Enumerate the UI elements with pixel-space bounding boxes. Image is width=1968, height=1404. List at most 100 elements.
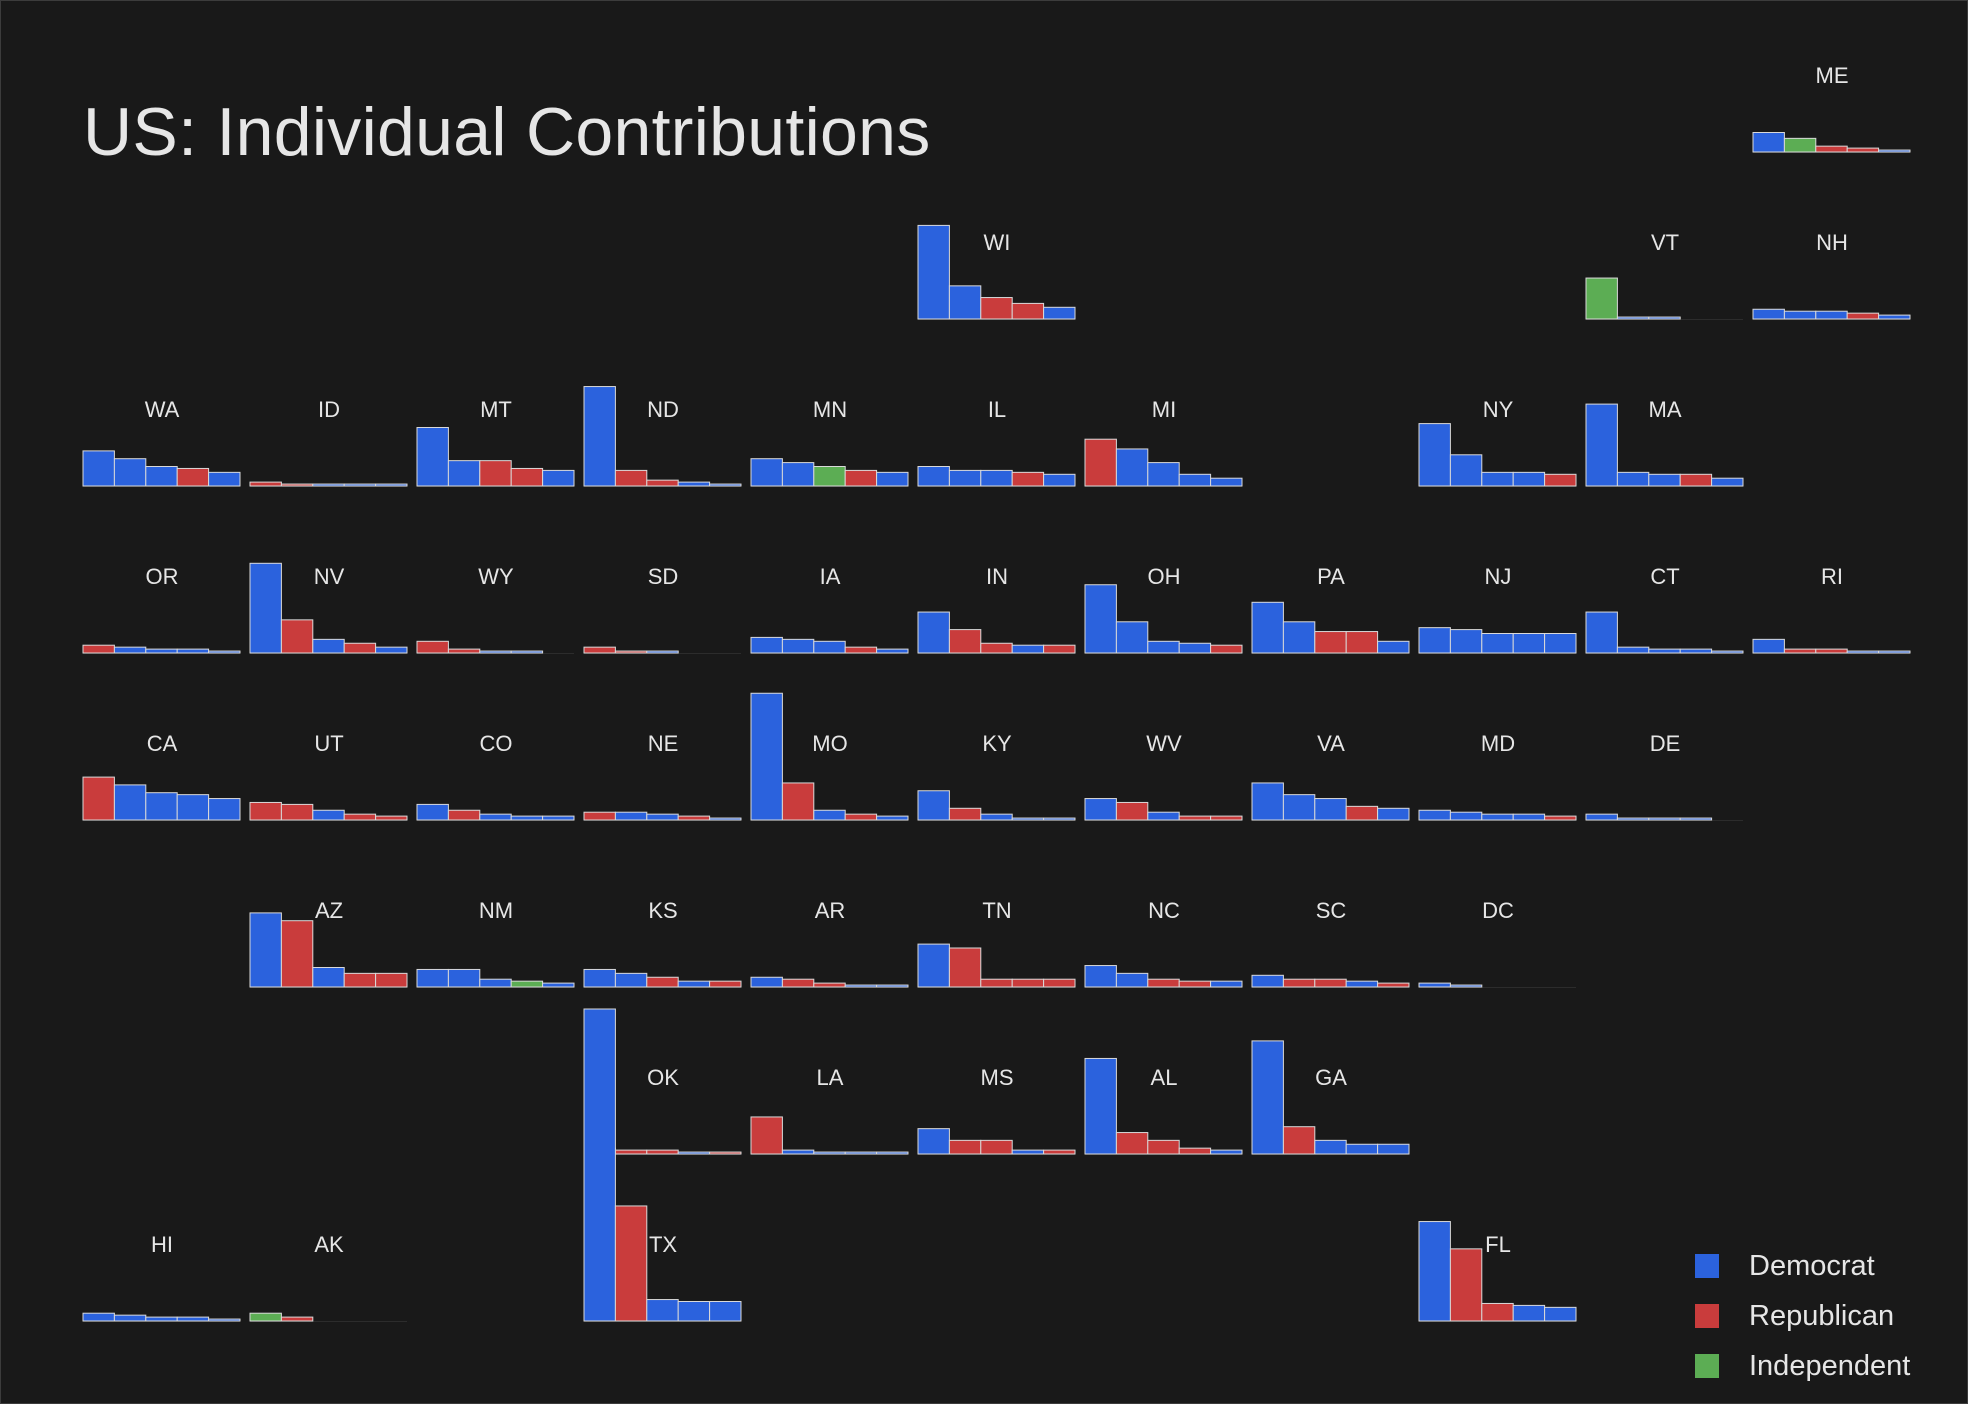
bar-ut-2 — [280, 803, 314, 821]
state-co: CO — [416, 731, 575, 821]
bar-il-1 — [917, 466, 950, 487]
bar-ar-2 — [781, 978, 815, 988]
bar-hi-4 — [176, 1316, 210, 1322]
state-label-nv: NV — [314, 564, 345, 589]
bar-ne-3 — [646, 813, 679, 821]
bar-ky-5 — [1043, 817, 1076, 821]
state-label-de: DE — [1650, 731, 1681, 756]
bar-tn-5 — [1043, 978, 1076, 988]
state-label-nh: NH — [1816, 230, 1848, 255]
bar-dc-2 — [1449, 984, 1483, 988]
bar-sc-5 — [1377, 982, 1410, 988]
bar-in-3 — [980, 642, 1013, 654]
bar-or-3 — [145, 648, 178, 654]
bar-mn-2 — [781, 462, 815, 487]
bar-mi-1 — [1084, 438, 1117, 487]
bar-me-2 — [1783, 137, 1817, 153]
state-ri: RI — [1752, 564, 1911, 654]
bar-mi-3 — [1147, 462, 1180, 487]
bar-nc-4 — [1178, 980, 1212, 988]
bar-nv-4 — [343, 642, 377, 654]
bar-ms-2 — [948, 1139, 982, 1155]
bar-id-1 — [249, 481, 282, 487]
bar-ok-5 — [709, 1151, 742, 1155]
bar-pa-5 — [1377, 640, 1410, 654]
bar-mi-5 — [1210, 477, 1243, 487]
state-label-mt: MT — [480, 397, 512, 422]
legend-swatch-independent — [1695, 1354, 1719, 1378]
bar-sc-3 — [1314, 978, 1347, 988]
bar-fl-3 — [1481, 1302, 1514, 1322]
bar-vt-2 — [1616, 316, 1650, 320]
bar-or-1 — [82, 644, 115, 654]
bar-nm-3 — [479, 978, 512, 988]
bar-tn-2 — [948, 947, 982, 988]
state-me: ME — [1752, 63, 1911, 153]
bar-id-5 — [375, 483, 408, 487]
bar-ky-1 — [917, 790, 950, 821]
bar-mo-5 — [876, 815, 909, 821]
bar-wa-2 — [113, 458, 147, 487]
bar-tx-5 — [709, 1301, 742, 1322]
bar-in-4 — [1011, 644, 1045, 654]
bar-nc-2 — [1115, 972, 1149, 988]
bar-ut-3 — [312, 809, 345, 821]
bar-ri-2 — [1783, 648, 1817, 654]
state-label-hi: HI — [151, 1232, 173, 1257]
bar-ne-4 — [677, 815, 711, 821]
bar-mn-3 — [813, 466, 846, 487]
bar-mo-1 — [750, 692, 783, 821]
bar-pa-2 — [1282, 621, 1316, 654]
state-label-co: CO — [480, 731, 513, 756]
state-az: AZ — [249, 898, 408, 988]
bar-tx-3 — [646, 1299, 679, 1322]
state-ks: KS — [583, 898, 742, 988]
bar-wa-4 — [176, 467, 210, 487]
bar-ar-3 — [813, 982, 846, 988]
state-label-wa: WA — [145, 397, 180, 422]
bar-ky-3 — [980, 813, 1013, 821]
state-id: ID — [249, 397, 408, 487]
bar-ri-5 — [1878, 650, 1911, 654]
state-label-al: AL — [1151, 1065, 1178, 1090]
bar-va-1 — [1251, 782, 1284, 821]
bar-nj-4 — [1512, 633, 1546, 654]
bar-mt-3 — [479, 460, 512, 487]
bar-wv-1 — [1084, 798, 1117, 821]
state-label-va: VA — [1317, 731, 1345, 756]
state-nh: NH — [1752, 230, 1911, 320]
bar-or-2 — [113, 646, 147, 654]
bar-pa-3 — [1314, 631, 1347, 654]
bar-co-4 — [510, 815, 544, 821]
bar-wy-3 — [479, 650, 512, 654]
bar-tx-2 — [614, 1205, 648, 1322]
state-label-wy: WY — [478, 564, 514, 589]
bar-ks-1 — [583, 968, 616, 988]
bar-in-2 — [948, 629, 982, 654]
bar-ny-1 — [1418, 423, 1451, 487]
state-label-ga: GA — [1315, 1065, 1347, 1090]
bar-ks-5 — [709, 980, 742, 988]
state-in: IN — [917, 564, 1076, 654]
bar-ms-4 — [1011, 1149, 1045, 1155]
bar-sd-3 — [646, 650, 679, 654]
state-or: OR — [82, 564, 241, 654]
state-label-il: IL — [988, 397, 1006, 422]
bar-nh-2 — [1783, 310, 1817, 320]
state-label-mo: MO — [812, 731, 847, 756]
bar-fl-1 — [1418, 1221, 1451, 1322]
bar-hi-2 — [113, 1314, 147, 1322]
bar-tn-1 — [917, 943, 950, 988]
bar-ma-5 — [1711, 477, 1744, 487]
bar-mt-1 — [416, 427, 449, 487]
state-label-dc: DC — [1482, 898, 1514, 923]
bar-wv-4 — [1178, 815, 1212, 821]
bar-mn-1 — [750, 458, 783, 487]
state-label-az: AZ — [315, 898, 343, 923]
bar-nc-1 — [1084, 965, 1117, 988]
state-ms: MS — [917, 1065, 1076, 1155]
bar-mi-4 — [1178, 473, 1212, 487]
state-label-ok: OK — [647, 1065, 679, 1090]
bar-ma-1 — [1585, 403, 1618, 487]
bar-wi-3 — [980, 297, 1013, 320]
